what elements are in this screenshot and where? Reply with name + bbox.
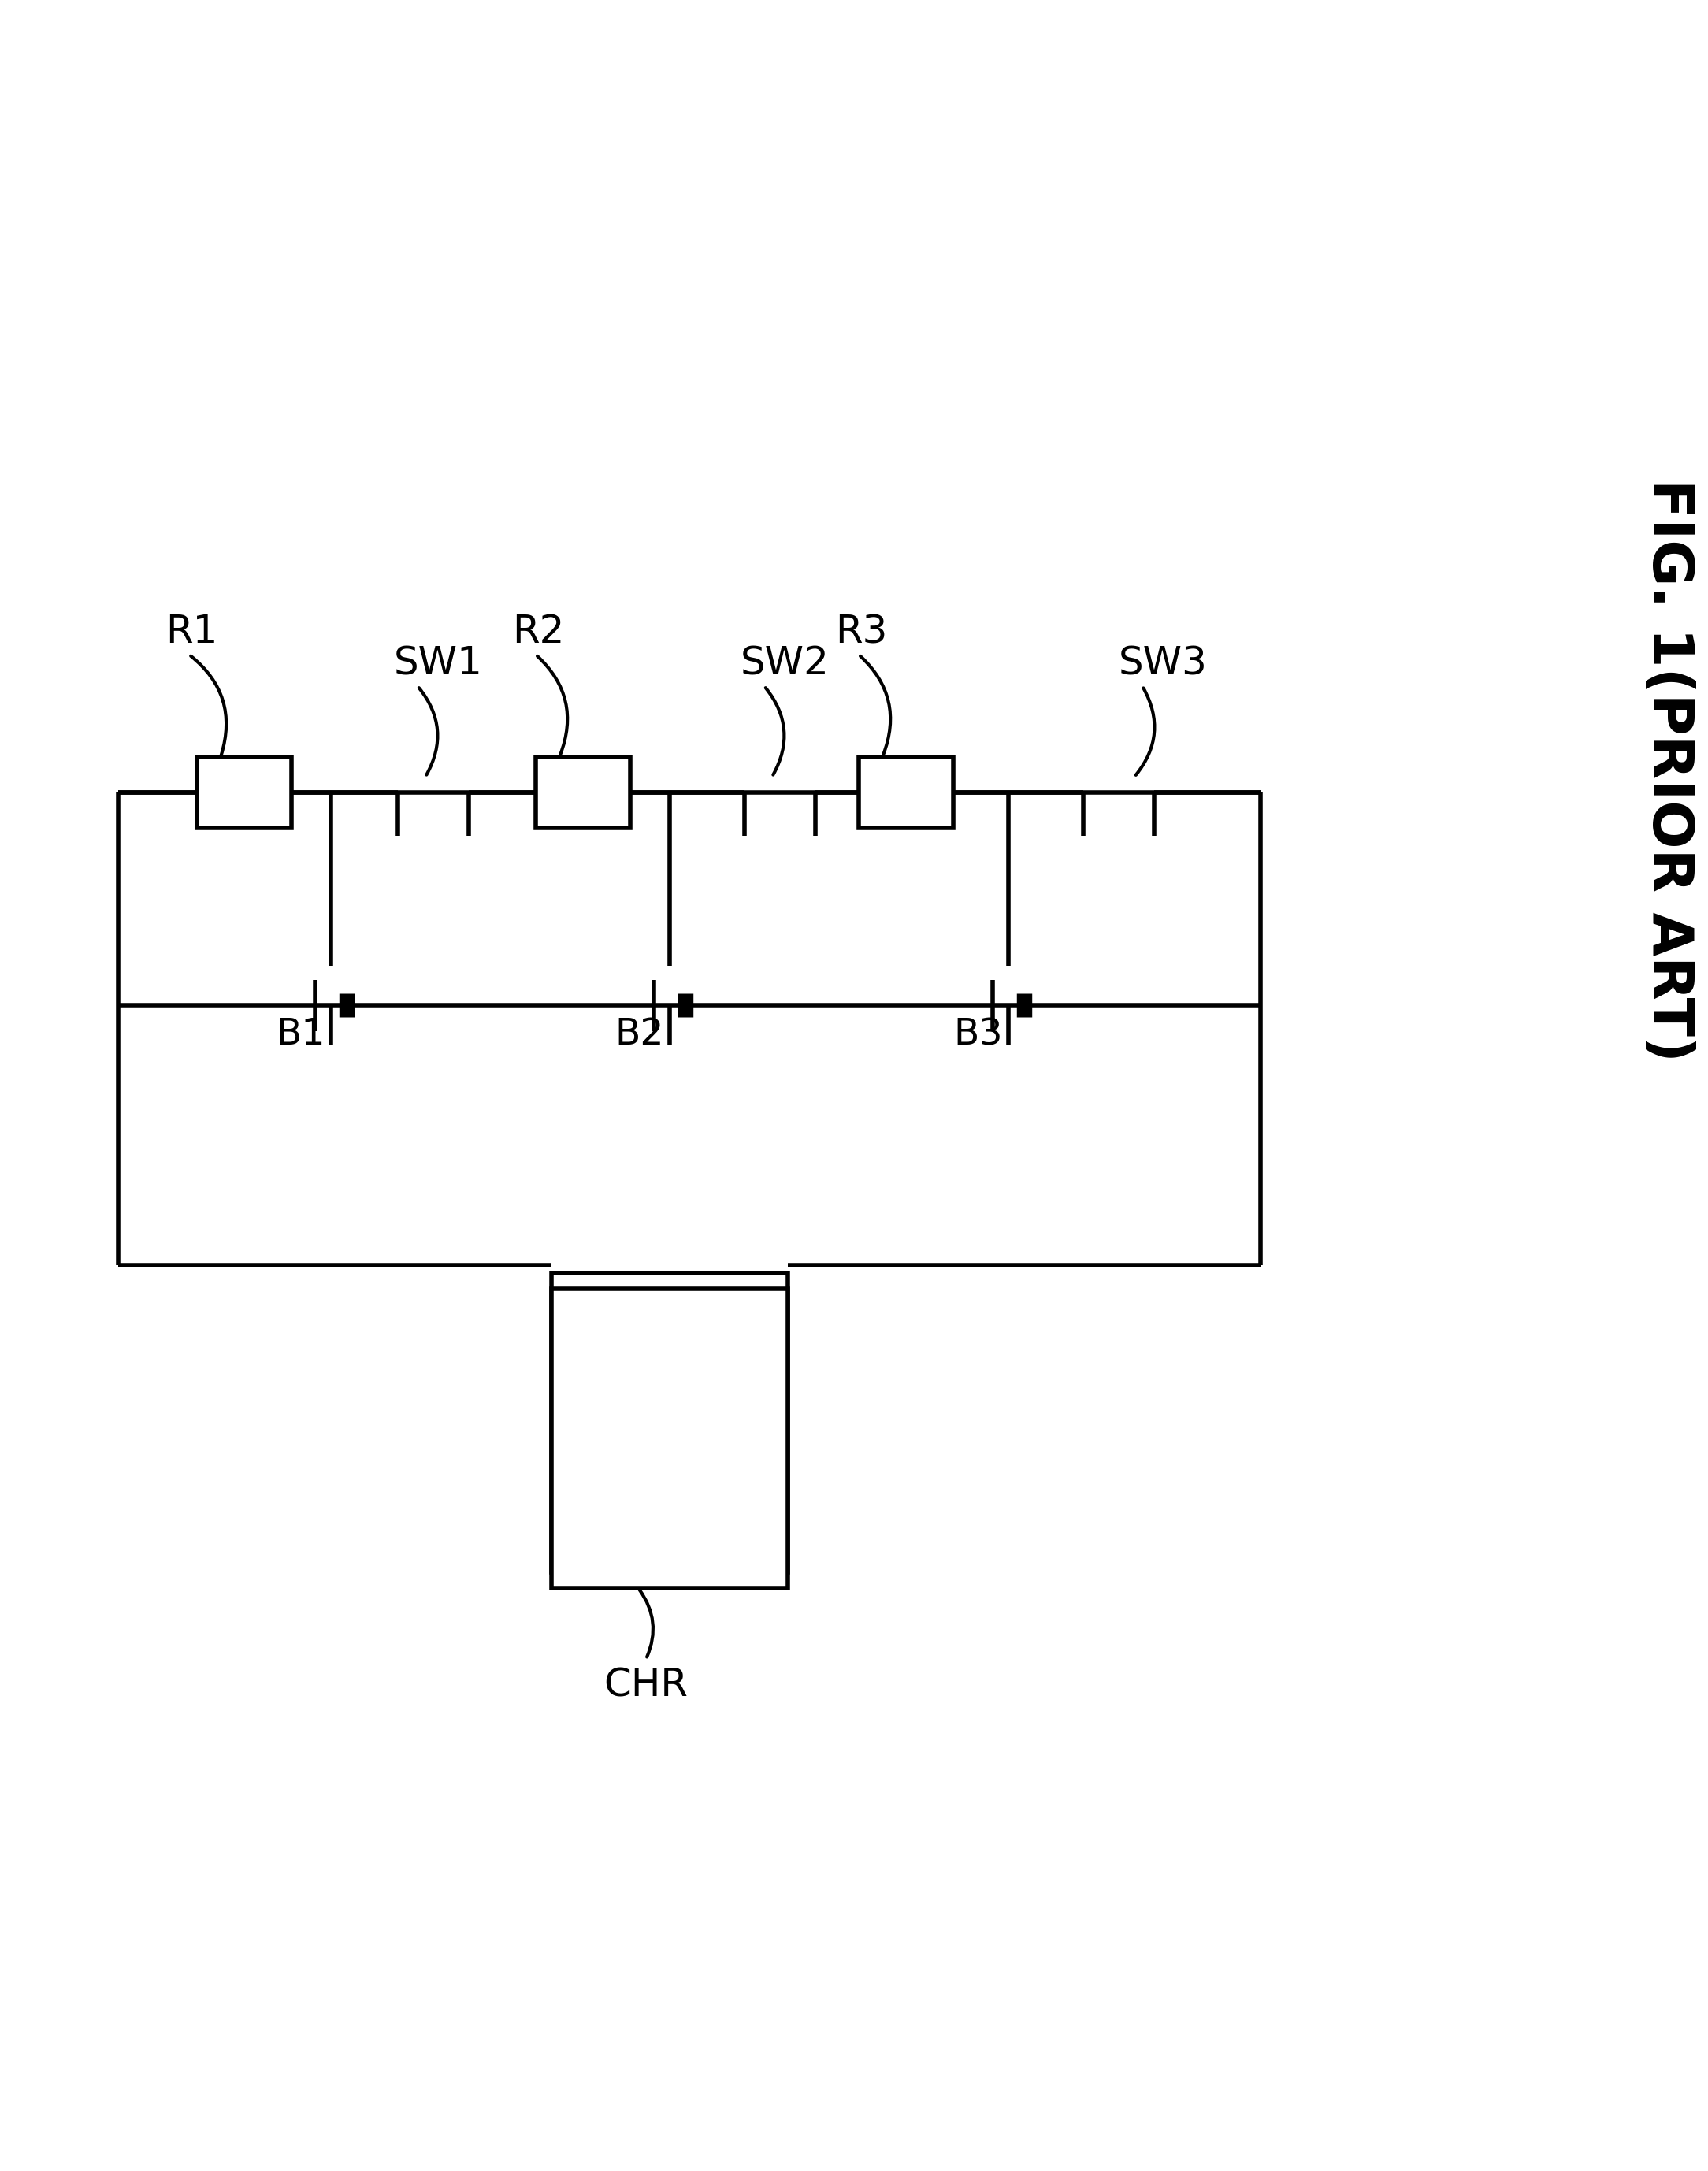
Text: R1: R1 <box>166 612 217 651</box>
Bar <box>552 1272 787 1572</box>
Text: SW2: SW2 <box>741 645 830 682</box>
Text: CHR: CHR <box>605 1667 688 1704</box>
Bar <box>196 758 292 827</box>
Text: R3: R3 <box>835 612 888 651</box>
Text: B2: B2 <box>615 1016 664 1053</box>
Bar <box>552 1290 787 1587</box>
Text: SW1: SW1 <box>395 645 483 682</box>
Text: FIG. 1(PRIOR ART): FIG. 1(PRIOR ART) <box>1641 480 1696 1062</box>
Text: R2: R2 <box>512 612 564 651</box>
Text: B3: B3 <box>953 1016 1003 1053</box>
Text: B1: B1 <box>275 1016 325 1053</box>
Bar <box>859 758 953 827</box>
Bar <box>536 758 630 827</box>
Text: SW3: SW3 <box>1119 645 1208 682</box>
